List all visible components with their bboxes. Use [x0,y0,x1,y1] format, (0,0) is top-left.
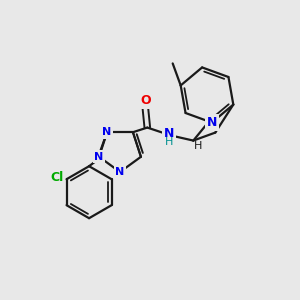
Text: N: N [102,127,112,137]
Text: N: N [164,127,175,140]
Text: N: N [116,167,124,177]
Text: H: H [165,136,173,147]
Text: N: N [207,116,217,129]
Text: O: O [140,94,151,107]
Text: H: H [194,141,202,151]
Text: Cl: Cl [50,171,63,184]
Text: N: N [94,152,104,162]
